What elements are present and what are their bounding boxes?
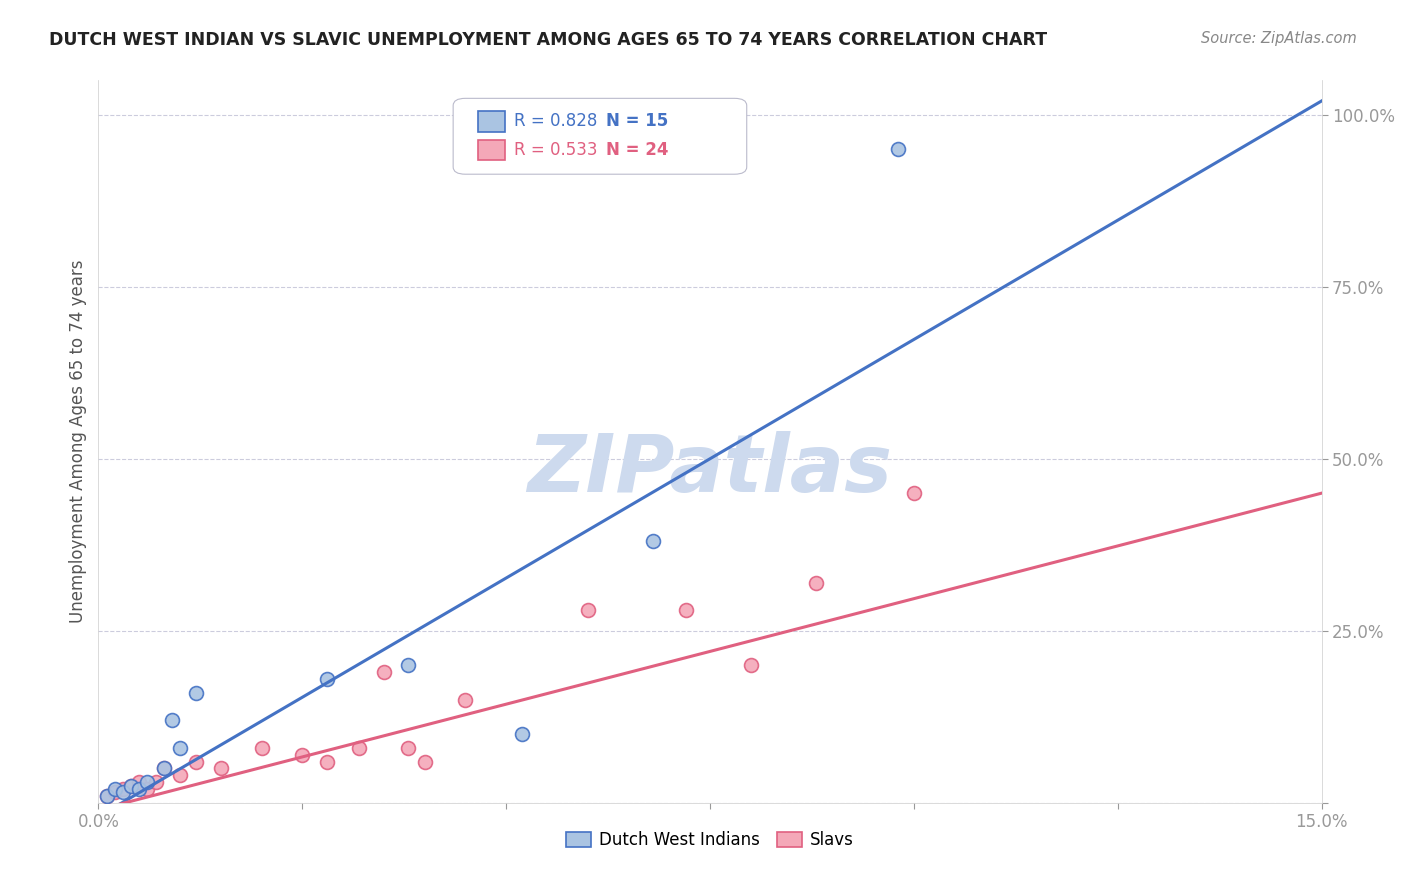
Point — [128, 782, 150, 797]
Point — [315, 672, 337, 686]
Text: Source: ZipAtlas.com: Source: ZipAtlas.com — [1201, 31, 1357, 46]
Point — [396, 658, 419, 673]
Point — [152, 761, 174, 775]
Point — [315, 755, 337, 769]
FancyBboxPatch shape — [453, 98, 747, 174]
Text: R = 0.828: R = 0.828 — [515, 112, 598, 130]
Point — [396, 740, 419, 755]
Point — [209, 761, 232, 775]
Point — [160, 713, 183, 727]
Point — [250, 740, 273, 755]
Point — [576, 603, 599, 617]
Point — [120, 779, 142, 793]
Point — [373, 665, 395, 679]
Point — [675, 603, 697, 617]
Point — [903, 486, 925, 500]
Point — [413, 755, 436, 769]
Point — [740, 658, 762, 673]
Point — [96, 789, 118, 803]
Text: N = 24: N = 24 — [606, 141, 669, 160]
Point — [96, 789, 118, 803]
Point — [136, 782, 159, 797]
Point — [349, 740, 371, 755]
Text: ZIPatlas: ZIPatlas — [527, 432, 893, 509]
Text: DUTCH WEST INDIAN VS SLAVIC UNEMPLOYMENT AMONG AGES 65 TO 74 YEARS CORRELATION C: DUTCH WEST INDIAN VS SLAVIC UNEMPLOYMENT… — [49, 31, 1047, 49]
Point — [111, 782, 134, 797]
Legend: Dutch West Indians, Slavs: Dutch West Indians, Slavs — [560, 824, 860, 856]
Point — [641, 534, 664, 549]
Y-axis label: Unemployment Among Ages 65 to 74 years: Unemployment Among Ages 65 to 74 years — [69, 260, 87, 624]
Point — [291, 747, 314, 762]
Point — [512, 727, 534, 741]
Point — [886, 142, 908, 156]
Point — [454, 692, 477, 706]
Point — [169, 768, 191, 782]
Point — [804, 575, 827, 590]
Point — [128, 775, 150, 789]
Text: N = 15: N = 15 — [606, 112, 668, 130]
Point — [186, 755, 208, 769]
Point — [136, 775, 159, 789]
Point — [169, 740, 191, 755]
Point — [111, 785, 134, 799]
Point — [104, 782, 127, 797]
Point — [120, 779, 142, 793]
Point — [186, 686, 208, 700]
Point — [152, 761, 174, 775]
FancyBboxPatch shape — [478, 112, 505, 132]
Point — [145, 775, 167, 789]
Point — [104, 785, 127, 799]
Text: R = 0.533: R = 0.533 — [515, 141, 598, 160]
FancyBboxPatch shape — [478, 140, 505, 161]
